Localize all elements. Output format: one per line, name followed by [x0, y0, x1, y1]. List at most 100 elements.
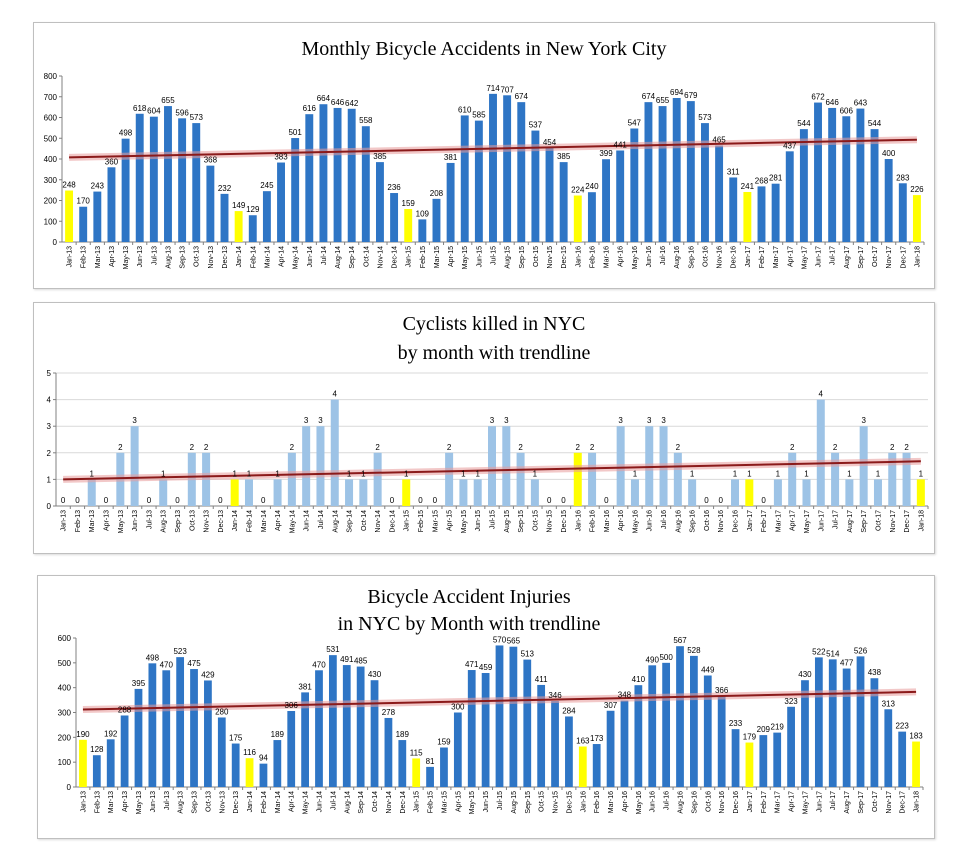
x-tick-label: Dec-13: [222, 246, 229, 269]
bar: [234, 211, 243, 242]
bar: [523, 659, 532, 787]
data-label: 664: [317, 94, 331, 103]
x-tick-label: Aug-16: [678, 791, 685, 814]
data-label: 2: [375, 443, 380, 452]
bar: [347, 108, 356, 242]
bar: [587, 192, 596, 242]
x-tick-label: May-14: [303, 791, 310, 814]
x-tick-label: Jun-16: [650, 791, 657, 813]
x-tick-label: Feb-17: [761, 510, 768, 532]
bar: [135, 113, 144, 242]
x-tick-label: Feb-13: [81, 246, 88, 268]
y-tick-label: 500: [44, 134, 58, 143]
data-label: 3: [504, 416, 509, 425]
data-label: 558: [359, 116, 373, 125]
bar: [530, 479, 539, 506]
data-label: 429: [201, 670, 215, 679]
x-tick-label: Jan-15: [404, 510, 411, 532]
data-label: 1: [804, 469, 809, 478]
bar: [302, 426, 311, 506]
x-tick-label: Apr-15: [455, 791, 462, 812]
y-tick-label: 300: [58, 709, 72, 718]
bar: [916, 479, 925, 506]
x-tick-label: Jul-15: [490, 510, 497, 529]
data-label: 547: [628, 118, 642, 127]
data-label: 646: [331, 98, 345, 107]
bar: [648, 665, 657, 787]
accidents-chart: Monthly Bicycle Accidents in New York Ci…: [44, 38, 925, 269]
bar: [87, 479, 96, 506]
data-label: 2: [590, 443, 595, 452]
bar: [130, 426, 139, 506]
x-tick-label: Jun-14: [307, 246, 314, 268]
data-label: 116: [243, 748, 256, 757]
data-label: 283: [896, 173, 910, 182]
data-label: 2: [290, 443, 295, 452]
x-tick-label: Nov-17: [886, 791, 893, 814]
data-label: 179: [743, 733, 757, 742]
data-label: 1: [232, 469, 237, 478]
bar: [814, 657, 823, 787]
bar: [474, 120, 483, 242]
data-label: 232: [218, 184, 232, 193]
data-label: 459: [479, 663, 493, 672]
x-tick-label: Apr-16: [618, 510, 625, 531]
bar: [828, 107, 837, 242]
data-label: 544: [797, 119, 811, 128]
y-tick-label: 400: [58, 684, 72, 693]
data-label: 190: [76, 730, 90, 739]
x-tick-label: Jun-13: [150, 791, 157, 813]
x-tick-label: Oct-14: [372, 791, 379, 812]
data-label: 2: [790, 443, 795, 452]
data-label: 1: [633, 469, 638, 478]
x-tick-label: Jun-17: [816, 791, 823, 813]
data-label: 544: [868, 119, 882, 128]
x-tick-label: Feb-13: [75, 510, 82, 532]
data-label: 1: [690, 469, 695, 478]
data-label: 383: [274, 153, 288, 162]
bar: [489, 93, 497, 242]
x-tick-label: Apr-14: [275, 510, 282, 531]
x-tick-label: Jul-17: [830, 246, 837, 265]
data-label: 616: [303, 104, 317, 113]
data-label: 1: [747, 469, 752, 478]
bar: [248, 215, 257, 242]
data-label: 306: [285, 701, 299, 710]
bar: [277, 162, 285, 242]
bar: [244, 479, 253, 506]
data-label: 0: [61, 496, 66, 505]
data-label: 189: [271, 730, 285, 739]
x-tick-label: May-14: [289, 510, 296, 533]
x-tick-label: Sep-15: [525, 791, 532, 814]
x-tick-label: Apr-16: [622, 791, 629, 812]
x-tick-label: Aug-13: [165, 246, 172, 269]
bar: [559, 162, 568, 242]
x-tick-label: Nov-17: [886, 246, 893, 269]
bar: [856, 108, 865, 242]
x-tick-label: Oct-13: [194, 246, 201, 267]
bar: [402, 479, 411, 506]
x-tick-label: Oct-17: [872, 246, 879, 267]
bar: [176, 657, 185, 787]
y-tick-label: 200: [44, 197, 58, 206]
injuries-chart-panel: Bicycle Accident Injuries in NYC by Mont…: [37, 575, 935, 839]
data-label: 430: [368, 670, 382, 679]
data-label: 500: [659, 653, 673, 662]
x-tick-label: Feb-14: [261, 791, 268, 813]
x-tick-label: Dec-13: [233, 791, 240, 814]
data-label: 313: [882, 699, 896, 708]
trendline: [63, 460, 921, 481]
bar: [287, 452, 296, 506]
data-label: 573: [190, 113, 204, 122]
data-label: 454: [543, 138, 557, 147]
x-tick-label: May-16: [636, 791, 643, 814]
bar: [788, 452, 797, 506]
x-tick-label: Feb-16: [590, 510, 597, 532]
data-label: 1: [475, 469, 480, 478]
x-tick-label: Jan-18: [914, 246, 921, 268]
data-label: 522: [812, 647, 826, 656]
data-label: 1: [347, 469, 352, 478]
bar: [573, 452, 582, 506]
data-label: 694: [670, 88, 684, 97]
data-label: 2: [447, 443, 452, 452]
